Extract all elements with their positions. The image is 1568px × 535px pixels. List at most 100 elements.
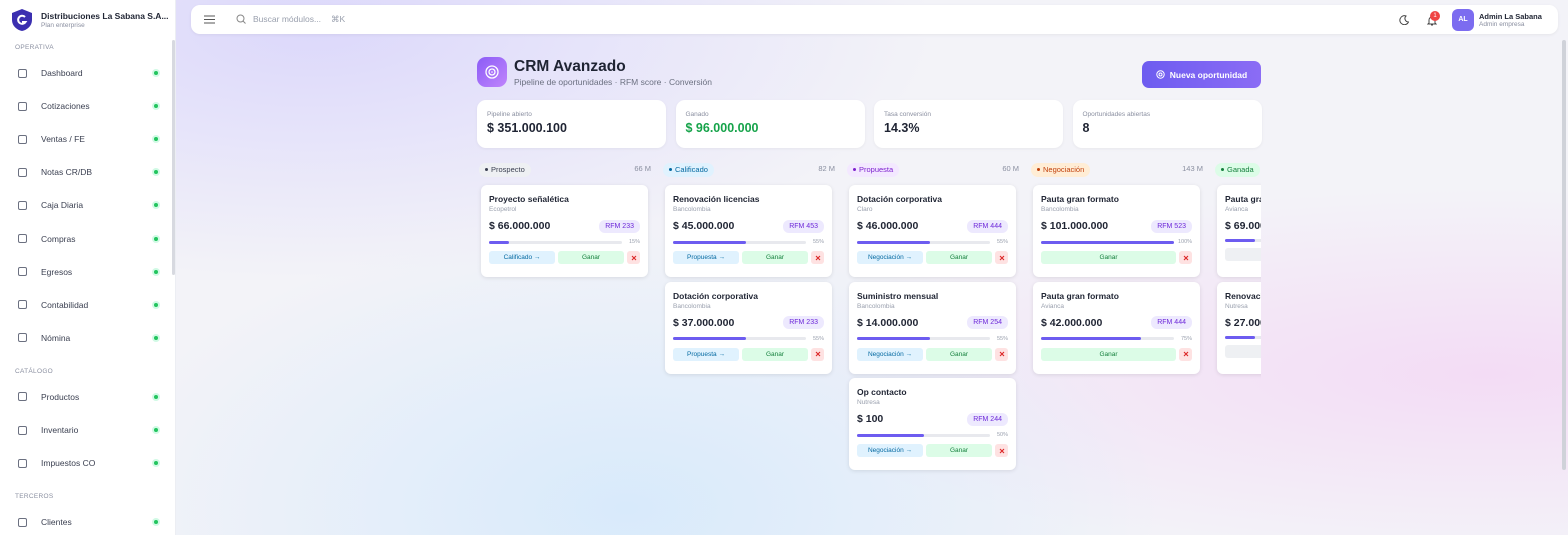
theme-toggle[interactable] bbox=[1399, 15, 1409, 25]
delete-button[interactable] bbox=[995, 444, 1008, 457]
nav-label: Contabilidad bbox=[41, 299, 89, 310]
progress-track bbox=[857, 337, 990, 340]
action-button[interactable]: Negociación → bbox=[857, 444, 923, 457]
action-button[interactable]: Propuesta → bbox=[673, 347, 739, 361]
card-company: Avianca bbox=[1041, 302, 1065, 310]
progress-fill bbox=[857, 433, 924, 437]
action-button[interactable]: Ganar bbox=[742, 347, 808, 361]
menu-button[interactable] bbox=[204, 15, 215, 24]
card-company: Ecopetrol bbox=[489, 206, 517, 213]
delete-button[interactable] bbox=[1179, 251, 1192, 264]
card-title: Pauta gran formato bbox=[1041, 290, 1119, 301]
nav-label: Inventario bbox=[41, 425, 79, 435]
opportunity-card: Renovación licenciasNutresa $ 27.000.000 R… bbox=[1217, 281, 1261, 374]
new-opportunity-button[interactable]: Nueva oportunidad bbox=[1142, 61, 1261, 88]
amount-row: $ 66.000.000 RFM 233 bbox=[489, 219, 640, 233]
stage-name: Ganada bbox=[1227, 165, 1254, 174]
nav-section-title: CATÁLOGO bbox=[15, 367, 54, 375]
nav-item[interactable]: Compras bbox=[18, 232, 158, 246]
action-button[interactable]: Reabrir bbox=[1225, 248, 1261, 261]
card-actions: Propuesta → Ganar bbox=[673, 347, 824, 361]
action-button[interactable]: Ganar bbox=[926, 444, 992, 457]
user-name: Admin La Sabana bbox=[1479, 12, 1542, 21]
stage-pill: Ganada bbox=[1215, 162, 1260, 177]
nav-label: Dashboard bbox=[41, 68, 83, 78]
search-input[interactable]: Buscar módulos... bbox=[253, 14, 322, 24]
status-dot bbox=[154, 203, 158, 208]
status-dot bbox=[154, 428, 158, 432]
action-button[interactable]: Negociación → bbox=[857, 251, 923, 264]
opportunity-card: Dotación corporativa Claro $ 46.000.000 RFM… bbox=[849, 185, 1016, 277]
nav-item[interactable]: Nómina bbox=[18, 331, 158, 345]
status-dot bbox=[154, 104, 158, 109]
delete-button[interactable] bbox=[811, 251, 824, 264]
nav-label: Impuestos CO bbox=[41, 458, 96, 469]
action-button[interactable]: Ganar bbox=[742, 251, 808, 264]
progress-label: 50% bbox=[996, 432, 1008, 438]
nav-item[interactable]: Ventas / FE bbox=[18, 132, 158, 146]
status-dot bbox=[154, 520, 158, 525]
progress-label: 55% bbox=[812, 239, 824, 245]
amount-row: $ 46.000.000 RFM 444 bbox=[857, 219, 1008, 233]
progress-row: 15% bbox=[489, 239, 640, 245]
card-title: Op contacto bbox=[857, 387, 907, 397]
progress-track bbox=[673, 240, 806, 244]
card-title: Suministro mensual bbox=[857, 290, 939, 301]
nav-icon bbox=[18, 68, 27, 78]
nav-icon bbox=[18, 458, 27, 468]
action-button[interactable]: Ganar bbox=[1041, 347, 1176, 361]
delete-button[interactable] bbox=[1179, 347, 1192, 361]
search-shortcut: ⌘K bbox=[331, 14, 346, 24]
nav-item[interactable]: Clientes bbox=[18, 515, 158, 529]
delete-button[interactable] bbox=[627, 251, 640, 264]
scrollbar bbox=[172, 40, 175, 275]
progress-row: 50% bbox=[857, 432, 1008, 438]
card-title: Pauta gran formato bbox=[1041, 194, 1119, 204]
stage-dot bbox=[485, 168, 488, 171]
action-button[interactable]: Ganar bbox=[926, 347, 992, 361]
card-company: Bancolombia bbox=[1041, 206, 1079, 213]
card-company: Nutresa bbox=[1225, 302, 1248, 310]
nav-item[interactable]: Impuestos CO bbox=[18, 456, 158, 470]
amount-row: $ 27.000.000 bbox=[1225, 316, 1261, 330]
action-button[interactable]: Negociación → bbox=[857, 347, 923, 361]
nav-item[interactable]: Egresos bbox=[18, 265, 158, 279]
action-button[interactable]: Propuesta → bbox=[673, 251, 739, 264]
button-label: Nueva oportunidad bbox=[1169, 69, 1248, 80]
opportunity-card: Op contacto Nutresa $ 100 RFM 244 50% Negocia… bbox=[849, 378, 1016, 470]
card-title: Dotación corporativa bbox=[857, 194, 943, 204]
card-actions: Ganar bbox=[1041, 347, 1192, 361]
action-button[interactable]: Ganar bbox=[926, 251, 992, 264]
kpi-value: 14.3% bbox=[884, 121, 920, 135]
nav-item[interactable]: Contabilidad bbox=[18, 298, 158, 312]
action-button[interactable]: Calificado → bbox=[489, 251, 555, 264]
action-button[interactable]: Reabrir bbox=[1225, 344, 1261, 358]
kanban-column: Propuesta 60 M Dotación corporativa Claro $ … bbox=[845, 158, 1021, 535]
stage-total: 60 M bbox=[1002, 164, 1019, 173]
delete-button[interactable] bbox=[811, 347, 824, 361]
amount-row: $ 42.000.000 RFM 444 bbox=[1041, 316, 1192, 330]
card-title: Renovación licencias bbox=[673, 194, 760, 204]
delete-button[interactable] bbox=[995, 251, 1008, 264]
nav-item[interactable]: Notas CR/DB bbox=[18, 165, 158, 179]
progress-row bbox=[1225, 239, 1261, 242]
stage-name: Prospecto bbox=[491, 165, 525, 174]
status-dot bbox=[154, 394, 158, 399]
card-amount: $ 101.000.000 bbox=[1041, 220, 1109, 232]
nav-item[interactable]: Inventario bbox=[18, 423, 158, 437]
avatar[interactable]: AL bbox=[1452, 9, 1474, 31]
page-subtitle: Pipeline de oportunidades · RFM score · … bbox=[514, 77, 712, 87]
action-button[interactable]: Ganar bbox=[558, 251, 624, 264]
nav-item[interactable]: Dashboard bbox=[18, 66, 158, 80]
nav-item[interactable]: Productos bbox=[18, 390, 158, 404]
nav-item[interactable]: Cotizaciones bbox=[18, 99, 158, 113]
progress-fill bbox=[673, 240, 747, 244]
rfm-badge: RFM 453 bbox=[783, 219, 824, 233]
delete-button[interactable] bbox=[995, 347, 1008, 361]
card-actions: Negociación → Ganar bbox=[857, 444, 1008, 457]
nav-item[interactable]: Caja Diaria bbox=[18, 198, 158, 212]
action-button[interactable]: Ganar bbox=[1041, 251, 1176, 264]
notification-badge: 1 bbox=[1430, 11, 1440, 21]
amount-row: $ 69.000.000 bbox=[1225, 219, 1261, 233]
kpi-value: $ 96.000.000 bbox=[685, 121, 759, 135]
